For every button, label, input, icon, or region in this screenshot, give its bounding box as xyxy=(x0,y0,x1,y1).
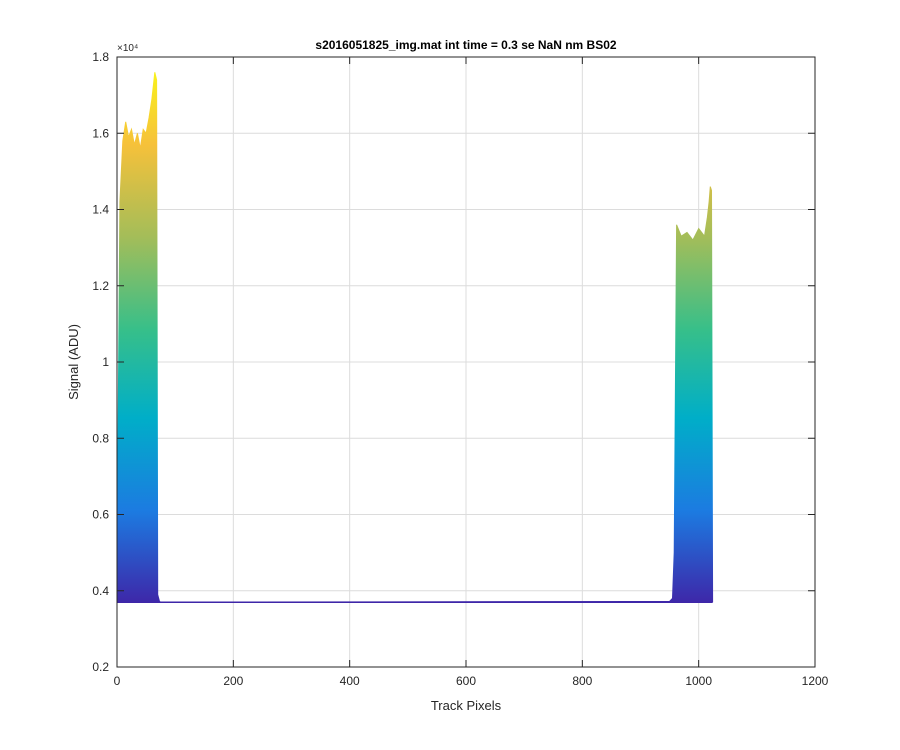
y-tick-label: 0.2 xyxy=(92,660,109,674)
x-tick-label: 1200 xyxy=(802,674,829,688)
x-tick-labels: 0 200 400 600 800 1000 1200 xyxy=(114,674,829,688)
x-axis-label: Track Pixels xyxy=(431,698,502,713)
x-tick-label: 1000 xyxy=(685,674,712,688)
y-tick-labels: 0.2 0.4 0.6 0.8 1 1.2 1.4 1.6 1.8 xyxy=(92,50,109,674)
y-tick-label: 1.8 xyxy=(92,50,109,64)
x-tick-label: 400 xyxy=(340,674,360,688)
y-axis-label: Signal (ADU) xyxy=(66,324,81,400)
y-tick-label: 1.2 xyxy=(92,279,109,293)
x-tick-label: 200 xyxy=(223,674,243,688)
signal-envelope-line xyxy=(117,72,714,603)
series-layer xyxy=(117,72,714,603)
y-tick-label: 0.8 xyxy=(92,431,109,445)
x-tick-label: 0 xyxy=(114,674,121,688)
x-tick-label: 600 xyxy=(456,674,476,688)
y-tick-label: 1 xyxy=(102,355,109,369)
y-tick-label: 1.4 xyxy=(92,203,109,217)
axis-ticks xyxy=(116,56,816,668)
chart-title: s2016051825_img.mat int time = 0.3 se Na… xyxy=(315,38,616,52)
y-tick-label: 1.6 xyxy=(92,126,109,140)
y-tick-label: 0.6 xyxy=(92,508,109,522)
y-exponent-label: ×10⁴ xyxy=(117,43,138,54)
x-tick-label: 800 xyxy=(572,674,592,688)
y-tick-label: 0.4 xyxy=(92,584,109,598)
